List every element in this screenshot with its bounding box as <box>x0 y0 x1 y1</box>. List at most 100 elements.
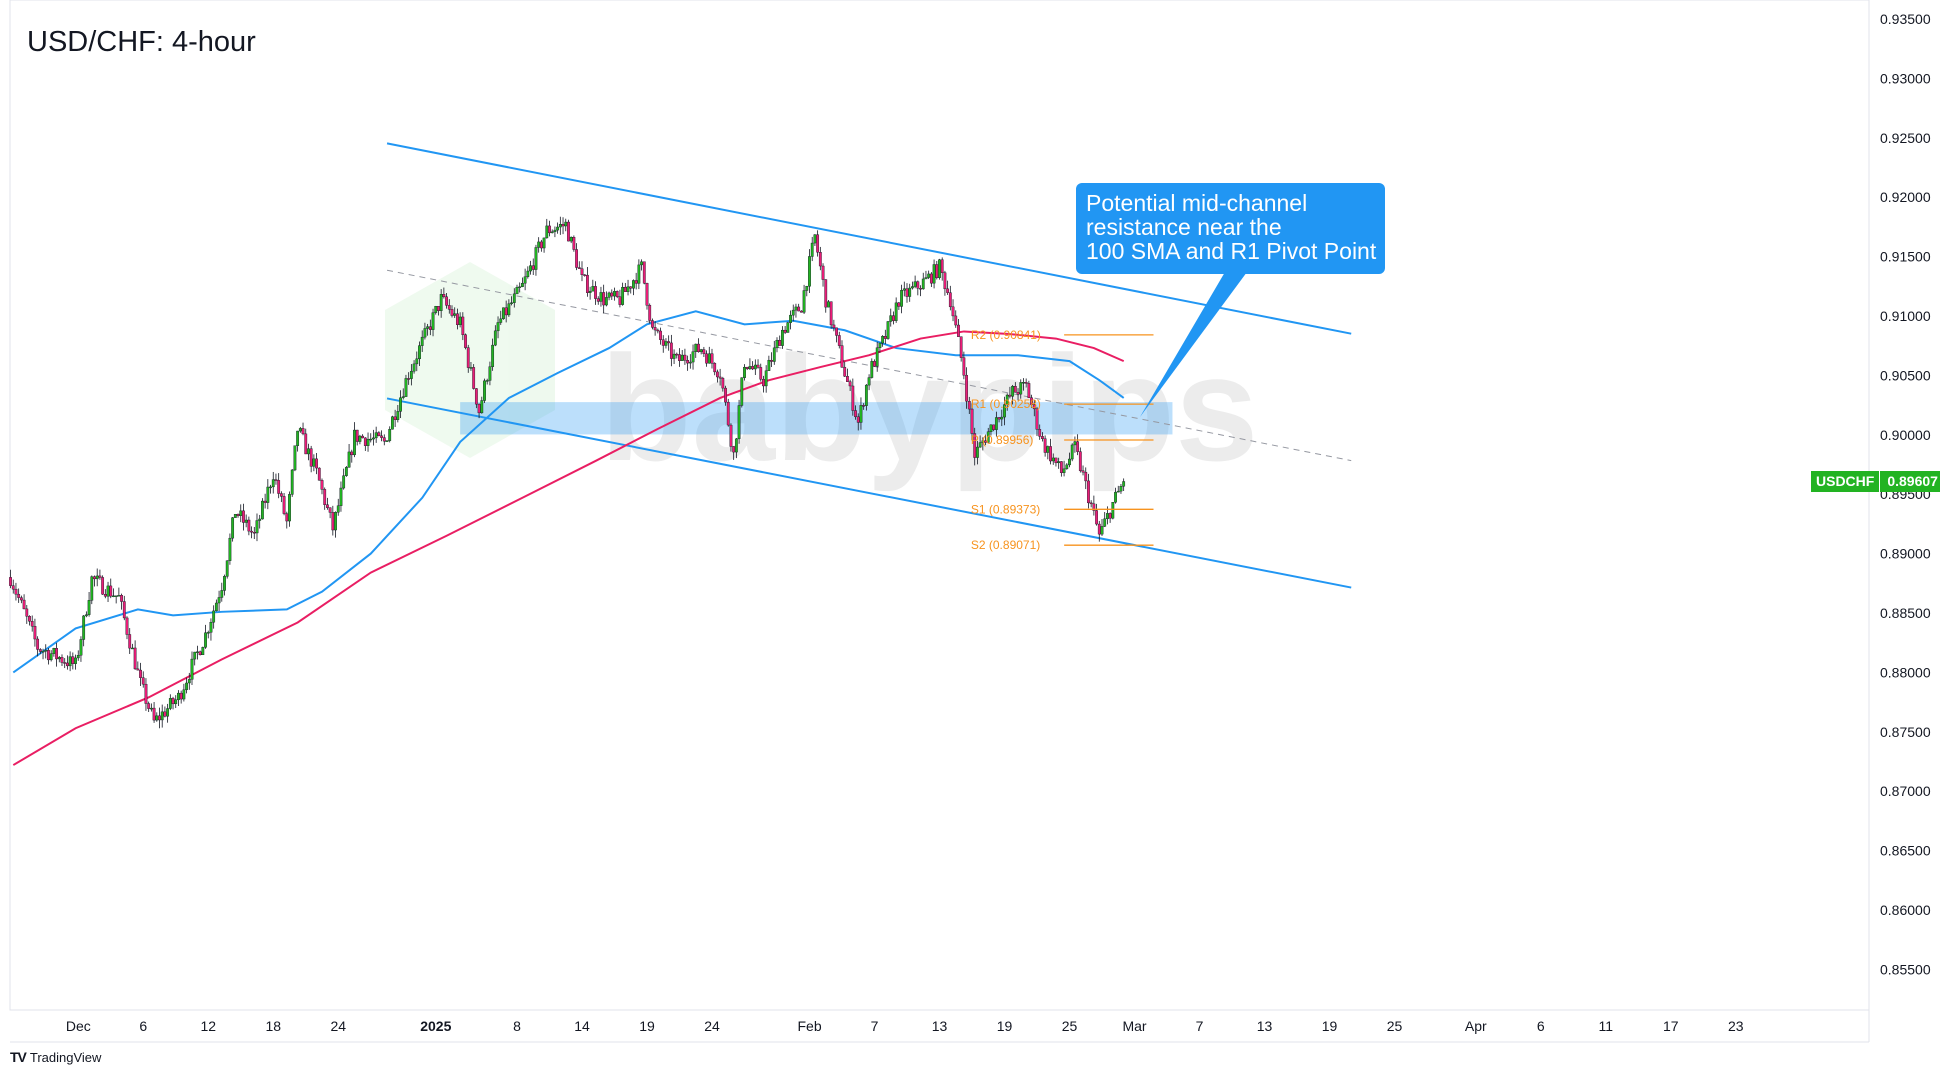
candle-body <box>775 339 779 349</box>
candle-body <box>905 288 909 297</box>
candle-body <box>913 281 917 287</box>
candle-body <box>14 588 18 595</box>
candle-body <box>1122 481 1126 487</box>
pivot-label: S2 (0.89071) <box>971 538 1040 552</box>
candle-body <box>122 601 126 619</box>
time-tick-label: 14 <box>574 1018 590 1034</box>
time-tick-label: 2025 <box>420 1018 451 1034</box>
candle-body <box>604 297 608 306</box>
candle-body <box>981 440 985 443</box>
candle-body <box>315 458 318 469</box>
time-tick-label: 25 <box>1387 1018 1403 1034</box>
candle-body <box>304 433 308 455</box>
candle-body <box>228 537 232 561</box>
candle-body <box>935 264 939 278</box>
candle-body <box>502 307 505 320</box>
candle-body <box>510 302 513 304</box>
candle-body <box>688 361 692 364</box>
candle-body <box>686 359 690 364</box>
candle-body <box>959 336 963 358</box>
candle-body <box>1032 404 1036 410</box>
plot-area[interactable] <box>9 0 1870 1011</box>
channel-mid-line <box>386 269 1352 462</box>
candle-body <box>125 617 129 635</box>
candle-body <box>564 221 568 227</box>
candle-body <box>851 385 855 411</box>
candle-body <box>523 276 527 284</box>
candle-body <box>984 440 987 443</box>
candle-body <box>948 292 952 308</box>
candle-body <box>423 328 427 338</box>
candle-body <box>366 439 370 446</box>
candle-body <box>567 221 570 242</box>
candle-body <box>76 655 80 659</box>
candle-body <box>586 274 589 293</box>
price-tick-label: 0.85500 <box>1880 961 1931 977</box>
candle-body <box>1054 457 1058 464</box>
candle-body <box>1008 394 1012 397</box>
time-tick-label: 13 <box>932 1018 948 1034</box>
candle-body <box>924 277 928 280</box>
candle-body <box>651 320 654 328</box>
time-tick-label: 25 <box>1062 1018 1078 1034</box>
candle-body <box>66 662 69 667</box>
candle-body <box>236 514 240 516</box>
candle-body <box>63 662 67 664</box>
candle-body <box>810 242 814 257</box>
candle-body <box>458 316 462 325</box>
candle-body <box>201 647 205 656</box>
time-tick-label: 6 <box>1537 1018 1545 1034</box>
candle-body <box>957 324 960 337</box>
candle-body <box>1103 518 1107 527</box>
candle-body <box>298 428 302 432</box>
candle-body <box>816 234 820 253</box>
candle-body <box>474 388 478 405</box>
candle-body <box>794 306 798 311</box>
candle-body <box>442 294 446 297</box>
time-tick-label: 11 <box>1599 1018 1614 1034</box>
candle-body <box>588 290 592 293</box>
candle-body <box>529 265 532 272</box>
candle-body <box>1097 523 1101 535</box>
candle-body <box>168 698 172 709</box>
candle-body <box>1013 386 1017 393</box>
price-tick-label: 0.92000 <box>1880 189 1931 205</box>
candle-body <box>407 378 411 380</box>
last-price-tag: USDCHF 0.89607 <box>1811 471 1940 492</box>
candle-body <box>33 626 37 640</box>
candle-body <box>997 417 1001 420</box>
time-axis[interactable]: Dec 6 12 18 24 2025 8 14 19 24 Feb 7 13 19 25 Mar 7 13 19 2… <box>66 1018 1744 1034</box>
candle-body <box>158 715 161 721</box>
candle-body <box>946 288 950 293</box>
candle-body <box>87 600 91 615</box>
candle-body <box>978 442 982 448</box>
candle-body <box>198 651 202 656</box>
time-tick-label: 24 <box>704 1018 720 1034</box>
candle-body <box>743 366 746 378</box>
candle-body <box>556 226 560 231</box>
last-price-value: 0.89607 <box>1880 471 1940 492</box>
candle-body <box>613 291 616 297</box>
candle-body <box>973 433 977 458</box>
candle-body <box>732 446 736 453</box>
candle-body <box>233 514 237 518</box>
candle-body <box>623 286 627 292</box>
price-axis[interactable]: 0.93500 0.93000 0.92500 0.92000 0.91500 0.910… <box>1880 11 1931 977</box>
candle-body <box>539 241 543 249</box>
candle-body <box>894 302 898 321</box>
tradingview-branding[interactable]: TV TradingView <box>10 1049 101 1065</box>
candle-body <box>561 223 565 227</box>
candle-body <box>778 339 782 346</box>
candle-body <box>347 451 351 468</box>
candle-body <box>653 327 657 331</box>
candle-body <box>1003 404 1006 418</box>
candle-body <box>93 576 96 580</box>
candle-body <box>136 668 140 671</box>
time-tick-label: Apr <box>1465 1018 1487 1034</box>
candle-body <box>109 585 113 597</box>
candle-body <box>17 593 21 598</box>
candle-body <box>247 519 251 532</box>
candle-body <box>266 486 270 503</box>
candle-body <box>659 330 662 340</box>
